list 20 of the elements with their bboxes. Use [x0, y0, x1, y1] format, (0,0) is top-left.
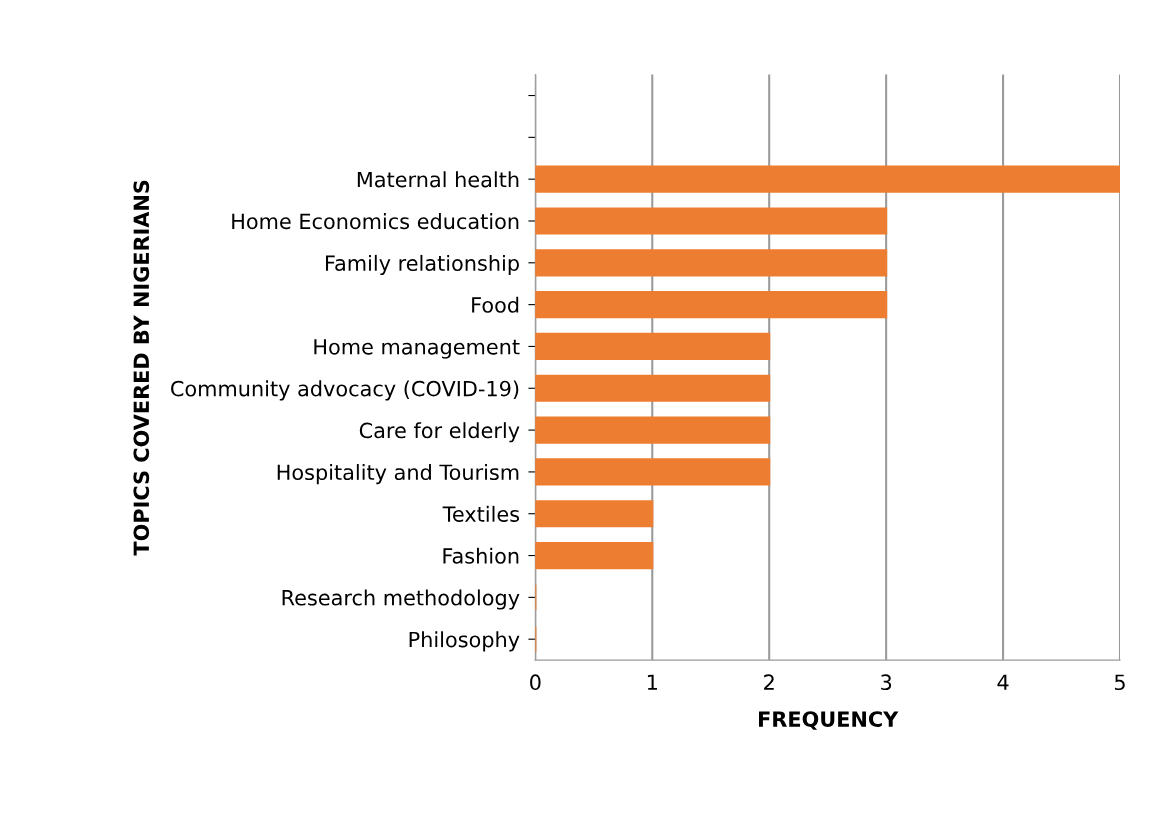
x-tick-label: 0: [530, 674, 541, 691]
x-tick-label: 4: [997, 674, 1009, 690]
y-tick-label: Hospitality and Tourism: [277, 463, 519, 485]
x-tick-label: 1: [647, 674, 657, 690]
y-axis-title: TOPICS COVERED BY NIGERIANS: [133, 180, 150, 556]
y-tick-label: Family relationship: [326, 254, 519, 276]
y-tick-label: Maternal health: [357, 171, 519, 188]
y-tick-label: Philosophy: [409, 631, 520, 652]
x-axis-title: FREQUENCY: [759, 711, 899, 730]
y-tick-label: Home Economics education: [232, 213, 519, 230]
y-tick-label: Textiles: [442, 505, 520, 522]
x-tick-label: 2: [764, 674, 774, 690]
y-tick-label: Home management: [314, 339, 520, 359]
y-tick-label: Research methodology: [282, 589, 520, 610]
y-tick-label: Fashion: [443, 547, 519, 564]
x-tick-label: 5: [1114, 674, 1125, 691]
y-tick-label: Community advocacy (COVID-19): [171, 380, 519, 401]
y-tick-label: Food: [472, 296, 519, 313]
y-tick-label: Care for elderly: [359, 422, 520, 443]
x-tick-label: 3: [881, 674, 892, 691]
